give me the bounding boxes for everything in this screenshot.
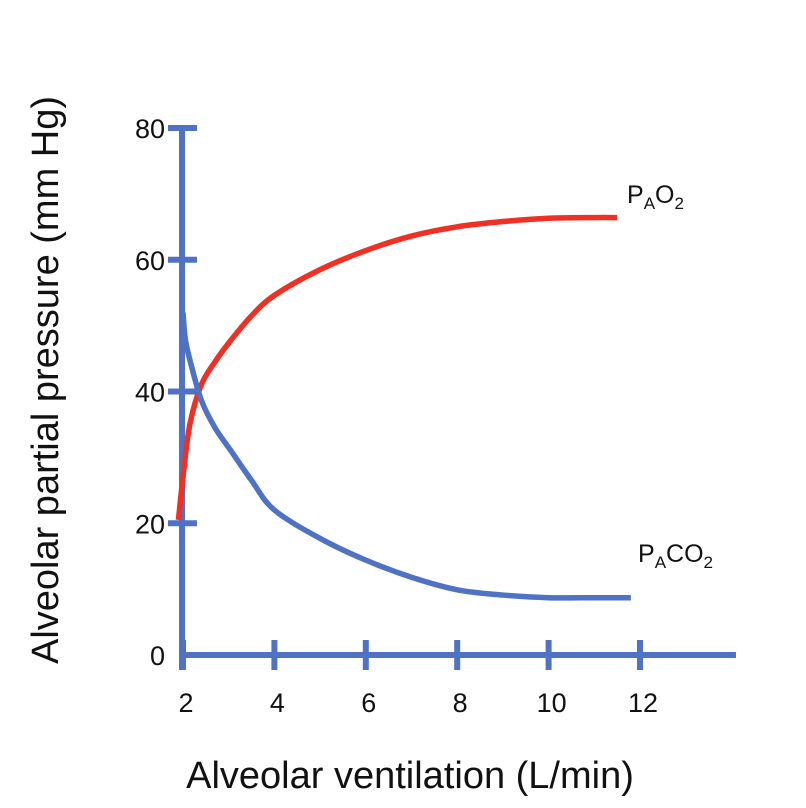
y-tick-label: 20 bbox=[135, 509, 165, 539]
x-tick-label: 6 bbox=[361, 688, 376, 718]
x-axis-label: Alveolar ventilation (L/min) bbox=[186, 755, 634, 797]
y-tick-label: 60 bbox=[135, 246, 165, 276]
tick-labels: 0 20 40 60 80 2 4 6 8 10 12 bbox=[135, 114, 658, 718]
y-tick-label: 0 bbox=[150, 641, 165, 671]
series-line-pao2 bbox=[175, 214, 618, 521]
x-tick-label: 4 bbox=[270, 688, 285, 718]
x-tick-label: 10 bbox=[537, 688, 567, 718]
x-tick-label: 2 bbox=[178, 688, 193, 718]
series-label-paco2: PACO2 bbox=[638, 540, 713, 572]
y-axis-label: Alveolar partial pressure (mm Hg) bbox=[25, 96, 67, 664]
x-tick-label: 12 bbox=[628, 688, 658, 718]
y-tick-label: 80 bbox=[135, 114, 165, 144]
y-tick-label: 40 bbox=[135, 378, 165, 408]
x-tick-label: 8 bbox=[453, 688, 468, 718]
series-group bbox=[175, 214, 631, 601]
series-line-paco2 bbox=[180, 312, 631, 601]
series-label-pao2: PAO2 bbox=[627, 181, 684, 213]
axes bbox=[168, 125, 736, 670]
